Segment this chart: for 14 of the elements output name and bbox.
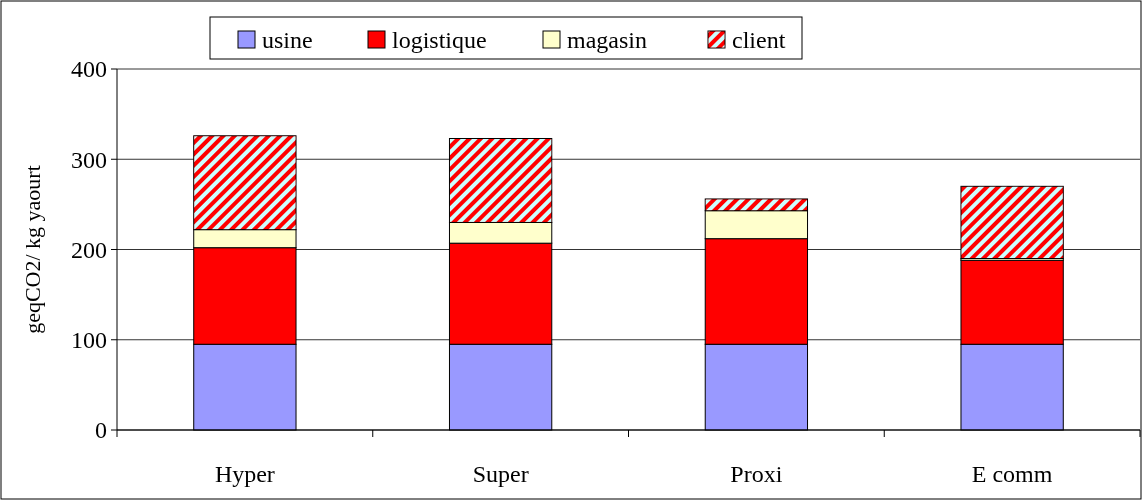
y-tick-label: 0 [95,417,107,444]
legend-label: client [732,27,786,54]
x-tick-label: Super [472,461,529,487]
y-tick-label: 100 [71,327,107,354]
y-axis-title: geqCO2/ kg yaourt [20,165,45,334]
y-tick-label: 200 [71,236,107,263]
legend-label: logistique [392,27,487,54]
legend-label: magasin [567,27,647,54]
y-tick-label: 300 [71,146,107,173]
x-tick-label: E comm [971,461,1053,487]
y-tick-label: 400 [71,56,107,83]
x-tick-label: Proxi [730,461,783,487]
x-tick-label: Hyper [214,461,275,487]
legend-label: usine [262,27,313,54]
